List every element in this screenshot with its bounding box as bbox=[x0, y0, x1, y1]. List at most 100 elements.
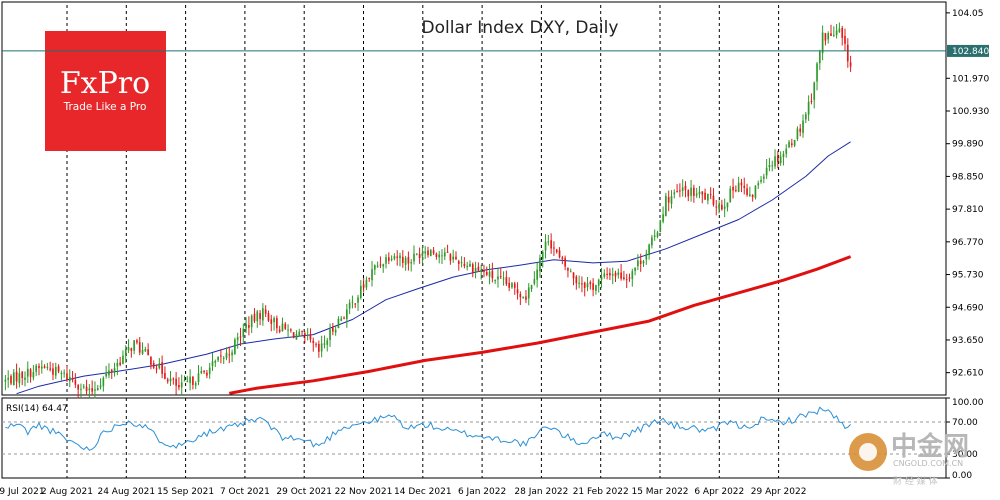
candle-body bbox=[846, 44, 849, 62]
candle-body bbox=[648, 244, 650, 256]
candle-body bbox=[200, 371, 203, 374]
candle-body bbox=[155, 368, 158, 370]
candle-body bbox=[732, 186, 734, 191]
candle-body bbox=[80, 388, 82, 390]
candle-body bbox=[617, 272, 620, 275]
candle-body bbox=[511, 283, 513, 288]
candle-body bbox=[175, 378, 177, 386]
candle-body bbox=[583, 282, 586, 288]
candle-body bbox=[533, 279, 536, 284]
candle-body bbox=[499, 276, 502, 278]
candle-body bbox=[337, 318, 340, 329]
candle-body bbox=[555, 249, 558, 253]
candle-body bbox=[452, 256, 455, 260]
candle-body bbox=[827, 33, 830, 40]
cngold-watermark-sub: 财 经 媒 体 bbox=[893, 475, 938, 487]
candle-body bbox=[695, 193, 698, 196]
candle-body bbox=[166, 379, 169, 382]
candle-body bbox=[298, 331, 301, 336]
candle-body bbox=[491, 270, 494, 279]
candle-body bbox=[502, 278, 505, 280]
candle-body bbox=[40, 366, 43, 369]
candle-body bbox=[790, 143, 793, 146]
candle-body bbox=[623, 277, 625, 279]
candle-body bbox=[203, 370, 205, 372]
candle-body bbox=[85, 386, 88, 392]
candle-body bbox=[497, 276, 499, 280]
y-tick-label: 92.610 bbox=[952, 369, 984, 379]
candle-body bbox=[88, 388, 91, 391]
candle-body bbox=[662, 214, 664, 222]
candle-body bbox=[304, 333, 306, 336]
candle-body bbox=[620, 272, 622, 279]
candle-body bbox=[449, 254, 452, 261]
y-tick-label: 99.890 bbox=[952, 140, 984, 150]
candle-body bbox=[147, 349, 149, 356]
candle-body bbox=[136, 340, 138, 343]
candle-body bbox=[670, 196, 673, 204]
candle-body bbox=[362, 284, 365, 288]
candle-body bbox=[631, 271, 634, 280]
candle-body bbox=[799, 128, 802, 133]
candle-body bbox=[701, 191, 704, 195]
rsi-reference-lines bbox=[2, 421, 946, 455]
rsi-axis: 100.00 70.00 30.00 0.00 bbox=[946, 397, 984, 481]
candle-body bbox=[746, 188, 748, 196]
candle-body bbox=[606, 273, 608, 275]
candle-body bbox=[611, 273, 614, 276]
candle-body bbox=[737, 182, 740, 192]
candle-body bbox=[603, 273, 606, 277]
candle-body bbox=[26, 368, 29, 377]
candle-body bbox=[10, 376, 12, 384]
candle-body bbox=[712, 195, 715, 205]
candle-body bbox=[401, 256, 404, 263]
candle-body bbox=[315, 343, 317, 345]
candle-body bbox=[264, 309, 267, 314]
candle-body bbox=[651, 237, 653, 246]
candle-body bbox=[365, 279, 368, 288]
candle-body bbox=[625, 279, 628, 281]
candle-body bbox=[421, 252, 424, 257]
candle-body bbox=[457, 261, 460, 265]
candlesticks bbox=[4, 22, 852, 399]
candle-body bbox=[609, 273, 611, 276]
candle-body bbox=[102, 377, 105, 387]
candle-body bbox=[301, 330, 303, 332]
x-tick-label: 15 Mar 2022 bbox=[631, 487, 688, 497]
candle-body bbox=[77, 384, 80, 390]
candle-body bbox=[567, 267, 569, 271]
candle-body bbox=[376, 265, 379, 267]
candle-body bbox=[284, 323, 287, 329]
candle-body bbox=[684, 185, 687, 190]
candle-body bbox=[835, 30, 838, 36]
candle-body bbox=[553, 247, 555, 249]
candle-body bbox=[267, 313, 270, 321]
candle-body bbox=[558, 250, 561, 258]
candle-body bbox=[404, 257, 407, 265]
candle-body bbox=[18, 373, 21, 384]
candle-body bbox=[278, 329, 281, 332]
ma-short-path bbox=[16, 141, 851, 395]
candle-body bbox=[259, 313, 261, 320]
candle-body bbox=[760, 179, 762, 182]
candle-body bbox=[774, 156, 776, 167]
candle-body bbox=[15, 371, 18, 382]
candle-body bbox=[578, 282, 580, 284]
candle-body bbox=[60, 372, 63, 374]
candle-body bbox=[561, 257, 564, 259]
candle-body bbox=[729, 188, 732, 203]
candle-body bbox=[309, 334, 312, 340]
candle-body bbox=[539, 258, 541, 272]
candle-body bbox=[443, 252, 446, 257]
candle-body bbox=[245, 324, 247, 329]
candle-body bbox=[382, 264, 385, 267]
candle-body bbox=[446, 251, 449, 253]
candle-body bbox=[776, 155, 779, 162]
candle-body bbox=[525, 296, 527, 300]
x-tick-label: 2 Aug 2021 bbox=[41, 487, 93, 497]
candle-body bbox=[679, 190, 681, 192]
fxpro-logo-tagline: Trade Like a Pro bbox=[63, 101, 147, 113]
candle-body bbox=[807, 101, 810, 115]
candle-body bbox=[194, 383, 197, 386]
candle-body bbox=[178, 384, 180, 388]
